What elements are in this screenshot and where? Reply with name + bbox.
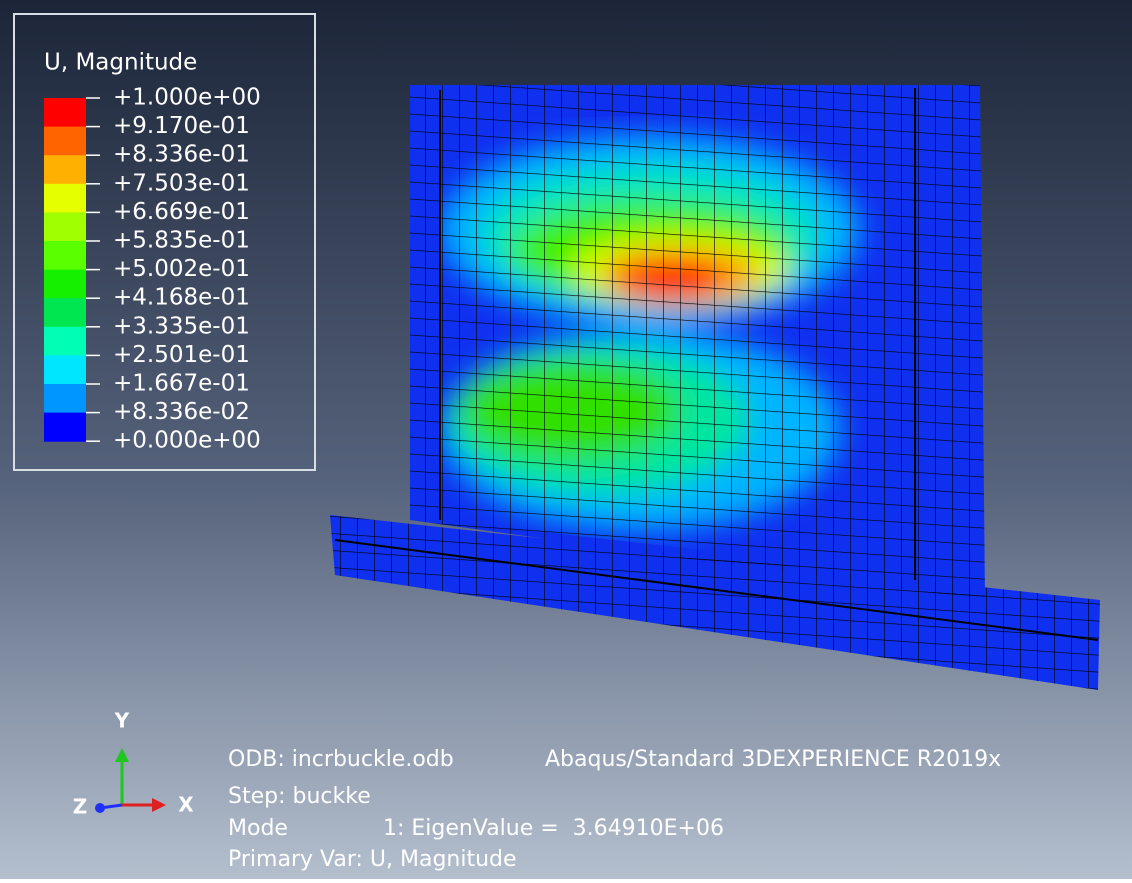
legend-swatch bbox=[44, 184, 86, 213]
viewport: U, Magnitude +1.000e+00+9.170e-01 +8.336e… bbox=[0, 0, 1132, 879]
legend-swatch bbox=[44, 298, 86, 327]
step-line: Step: buckke bbox=[228, 784, 371, 809]
legend-swatch bbox=[44, 355, 86, 384]
axis-z-label: Z bbox=[73, 795, 88, 819]
legend-swatch bbox=[44, 413, 86, 442]
legend-label: +7.503e-01 bbox=[113, 170, 250, 196]
legend-swatch bbox=[44, 241, 86, 270]
legend-label: +4.168e-01 bbox=[113, 285, 250, 311]
legend-label: +5.835e-01 bbox=[113, 228, 250, 254]
legend-swatch bbox=[44, 270, 86, 299]
product-line: Abaqus/Standard 3DEXPERIENCE R2019x bbox=[545, 747, 1001, 772]
primary-var-line: Primary Var: U, Magnitude bbox=[228, 847, 517, 872]
axis-x-label: X bbox=[178, 793, 194, 817]
mode-label: Mode bbox=[228, 816, 288, 841]
legend-label: +2.501e-01 bbox=[113, 342, 250, 368]
legend-swatch bbox=[44, 384, 86, 413]
legend-swatch bbox=[44, 327, 86, 356]
legend-label: +6.669e-01 bbox=[113, 199, 250, 225]
legend-title: U, Magnitude bbox=[44, 50, 197, 76]
legend-label: +1.000e+00 bbox=[113, 85, 261, 111]
legend-label: +5.002e-01 bbox=[113, 256, 250, 282]
legend-swatch bbox=[44, 127, 86, 156]
legend-label: +1.667e-01 bbox=[113, 371, 250, 397]
legend-label: +9.170e-01 bbox=[113, 113, 250, 139]
legend-label: +8.336e-02 bbox=[113, 399, 250, 425]
odb-line: ODB: incrbuckle.odb bbox=[228, 747, 454, 772]
legend-swatch bbox=[44, 212, 86, 241]
legend-label: +3.335e-01 bbox=[113, 313, 250, 339]
eigen-line: 1: EigenValue = 3.64910E+06 bbox=[383, 816, 724, 841]
legend-swatch bbox=[44, 155, 86, 184]
axis-y-label: Y bbox=[114, 709, 130, 733]
legend-swatch bbox=[44, 98, 86, 127]
legend-label: +0.000e+00 bbox=[113, 428, 261, 454]
legend-label: +8.336e-01 bbox=[113, 142, 250, 168]
